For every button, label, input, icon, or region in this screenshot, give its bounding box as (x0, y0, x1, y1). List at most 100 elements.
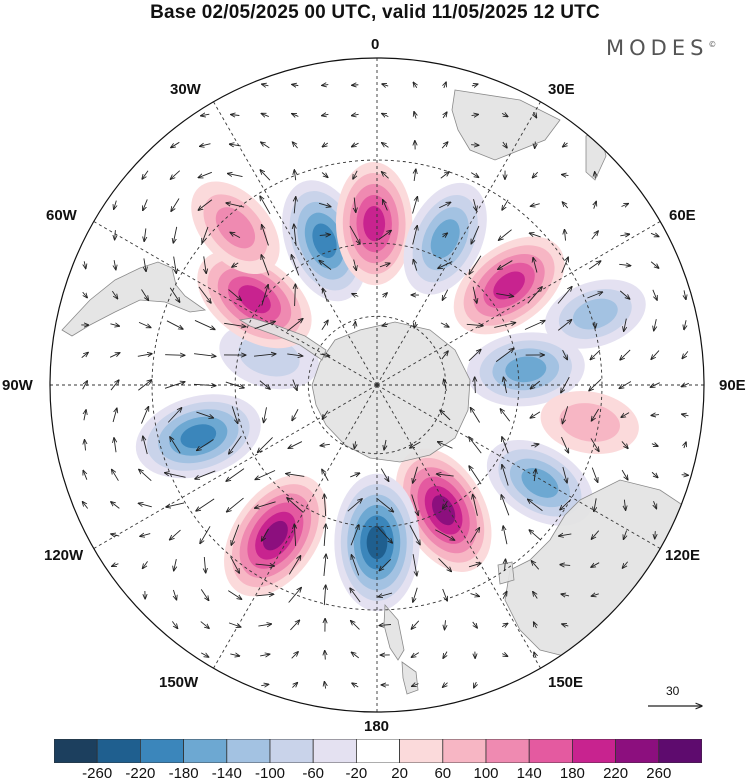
wind-arrow (591, 530, 600, 540)
wind-arrow (654, 319, 657, 331)
wind-arrow (294, 524, 295, 547)
lon-label-150w: 150W (159, 674, 199, 691)
wind-arrow (379, 263, 390, 268)
wind-arrow (229, 435, 242, 454)
wind-arrow (350, 588, 361, 603)
wind-arrow (171, 621, 177, 628)
wind-arrow (501, 495, 510, 516)
wind-arrow (169, 287, 180, 303)
wind-arrow (323, 288, 328, 302)
wind-arrow (171, 198, 180, 212)
wind-arrow (443, 112, 447, 119)
wind-arrow (225, 381, 244, 388)
colorbar-tick-label: -260 (82, 765, 113, 782)
wind-arrow (621, 469, 628, 480)
wind-arrow (173, 589, 176, 600)
wind-arrow (438, 261, 453, 269)
wind-arrow (352, 85, 359, 86)
wind-arrow (534, 652, 536, 659)
wind-arrow (354, 197, 356, 213)
wind-arrow (84, 440, 85, 451)
wind-arrow (352, 294, 359, 297)
colorbar-bin (96, 739, 141, 763)
wind-arrow (261, 113, 269, 116)
wind-arrow (138, 503, 152, 508)
anomaly-contour (505, 356, 547, 383)
wind-arrow (226, 203, 245, 208)
colorbar-tick-label: 260 (646, 765, 672, 782)
wind-arrow (440, 410, 451, 421)
wind-arrow (115, 230, 116, 240)
wind-arrow (412, 225, 418, 245)
wind-arrow (228, 289, 242, 301)
wind-arrow (442, 289, 449, 301)
wind-arrow (624, 499, 625, 511)
wind-arrow (226, 497, 244, 512)
colorbar-bin (442, 739, 487, 763)
wind-arrow (347, 499, 362, 512)
wind-arrow (378, 592, 393, 597)
wind-arrow (138, 321, 151, 327)
wind-arrow (292, 409, 299, 420)
wind-arrow (557, 287, 572, 304)
wind-arrow (111, 534, 120, 536)
wind-arrow (261, 528, 269, 541)
wind-arrow (376, 497, 393, 512)
wind-arrow (320, 354, 329, 356)
wind-arrow (501, 113, 508, 116)
wind-arrow (141, 406, 148, 424)
wind-arrow (498, 260, 513, 270)
wind-arrow (530, 204, 540, 207)
wind-arrow (167, 408, 182, 423)
wind-arrow (501, 623, 508, 626)
wind-arrow (619, 290, 630, 299)
wind-arrow (559, 534, 572, 536)
wind-arrow (322, 114, 329, 115)
wind-arrow (503, 377, 508, 394)
lon-label-180: 180 (364, 718, 390, 735)
lon-label-30w: 30W (170, 81, 201, 98)
wind-arrow (195, 470, 216, 479)
wind-arrow (442, 683, 448, 688)
wind-arrow (443, 651, 447, 659)
wind-arrow (228, 590, 241, 600)
wind-arrow (561, 436, 568, 453)
wind-arrow (353, 170, 358, 179)
wind-arrow (231, 524, 240, 546)
wind-arrow (114, 438, 116, 453)
wind-arrow (324, 524, 326, 547)
wind-arrow (495, 348, 514, 362)
wind-arrow (621, 204, 629, 207)
wind-arrow (560, 565, 571, 566)
wind-arrow (82, 381, 88, 390)
wind-arrow (291, 652, 299, 659)
wind-arrow (474, 681, 477, 688)
wind-arrow (324, 681, 325, 689)
wind-arrow (498, 229, 512, 241)
wind-arrow (261, 142, 270, 149)
wind-arrow (349, 225, 360, 244)
wind-arrow (435, 529, 454, 540)
wind-arrow (290, 620, 299, 631)
wind-arrow (141, 289, 148, 301)
wind-arrow (82, 291, 88, 298)
colorbar-bin (183, 739, 228, 763)
wind-arrow (504, 559, 505, 572)
lon-label-120w: 120W (44, 547, 84, 564)
wind-arrow (438, 558, 452, 571)
wind-arrow (226, 468, 245, 482)
wind-arrow (502, 654, 508, 657)
wind-arrow (413, 587, 418, 603)
wind-arrow (230, 232, 241, 239)
wind-arrow (286, 474, 305, 477)
wind-arrow (530, 411, 541, 418)
wind-arrow (681, 383, 689, 386)
wind-arrow (260, 196, 271, 215)
wind-arrow (650, 382, 660, 388)
wind-arrow (384, 439, 386, 450)
anomaly-south-atlantic-high (191, 181, 280, 275)
wind-arrow (288, 587, 302, 603)
wind-arrow (198, 199, 213, 211)
wind-arrow (532, 171, 539, 178)
wind-arrow (200, 526, 211, 543)
